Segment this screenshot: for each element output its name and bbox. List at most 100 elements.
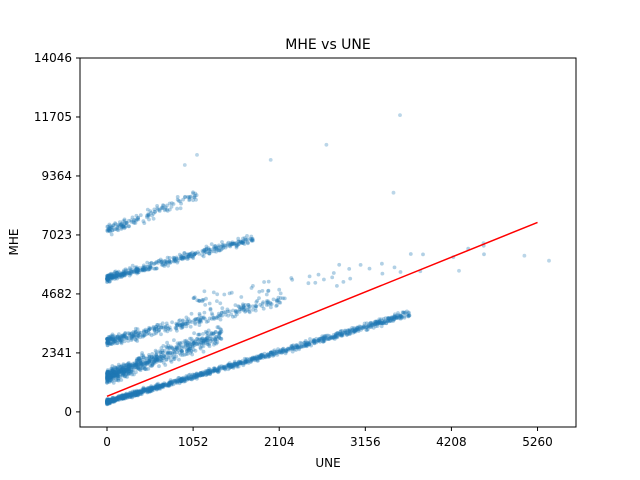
- data-point: [106, 399, 111, 404]
- data-point: [187, 376, 192, 381]
- data-point: [218, 301, 223, 306]
- data-point: [156, 259, 161, 264]
- data-point: [318, 336, 323, 341]
- data-point: [207, 251, 212, 256]
- data-point: [119, 336, 124, 341]
- data-point: [154, 384, 159, 389]
- data-point: [178, 323, 182, 328]
- data-point: [352, 326, 356, 331]
- data-point: [155, 323, 160, 327]
- data-point: [202, 249, 206, 253]
- data-point: [305, 343, 310, 348]
- data-point: [156, 325, 161, 330]
- data-point: [373, 321, 378, 326]
- data-point: [236, 361, 241, 365]
- data-point: [195, 373, 199, 378]
- data-point: [226, 367, 231, 372]
- data-point: [111, 399, 115, 404]
- data-point: [171, 357, 176, 362]
- data-point: [152, 328, 157, 333]
- data-point: [122, 217, 127, 222]
- data-point: [166, 260, 171, 265]
- data-point: [154, 356, 159, 361]
- data-point: [107, 334, 112, 339]
- data-point: [125, 393, 129, 398]
- data-point: [378, 320, 383, 325]
- data-point: [117, 369, 122, 374]
- data-point: [138, 391, 143, 396]
- data-point: [220, 244, 225, 248]
- data-point: [193, 251, 198, 256]
- data-point: [205, 334, 210, 338]
- data-point: [185, 321, 190, 326]
- data-point: [107, 399, 112, 404]
- data-point: [133, 393, 138, 398]
- data-point: [330, 275, 335, 280]
- data-point: [211, 331, 216, 336]
- data-point: [171, 349, 176, 354]
- data-point: [139, 392, 144, 397]
- data-point: [113, 373, 118, 378]
- data-point: [139, 358, 143, 363]
- data-point: [244, 238, 249, 242]
- data-point: [145, 388, 150, 393]
- data-point: [105, 377, 109, 382]
- data-point: [140, 334, 145, 339]
- data-point: [105, 374, 110, 378]
- trend-line-group: [106, 221, 538, 397]
- data-point: [111, 373, 116, 377]
- data-point: [193, 322, 198, 326]
- data-point: [201, 341, 206, 345]
- data-point: [119, 369, 123, 374]
- data-point: [257, 356, 262, 360]
- data-point: [209, 242, 214, 247]
- data-point: [124, 365, 129, 369]
- data-point: [207, 316, 212, 321]
- data-point: [184, 375, 189, 380]
- data-point: [390, 315, 394, 320]
- data-point: [119, 367, 123, 372]
- data-point: [110, 273, 115, 278]
- data-point: [217, 335, 222, 339]
- data-point: [384, 321, 389, 326]
- data-point: [110, 373, 115, 377]
- data-point: [119, 275, 124, 279]
- data-point: [254, 356, 259, 361]
- data-point: [124, 221, 129, 226]
- y-tick-label: 11705: [34, 110, 72, 124]
- data-point: [245, 359, 249, 363]
- data-point: [153, 267, 158, 271]
- data-point: [156, 382, 160, 387]
- data-point: [108, 341, 112, 346]
- data-point: [186, 317, 191, 322]
- data-point: [107, 378, 112, 383]
- data-point: [199, 341, 204, 345]
- data-point: [237, 359, 241, 364]
- data-point: [144, 332, 149, 336]
- data-point: [167, 381, 172, 386]
- data-point: [160, 358, 164, 362]
- data-point: [106, 376, 111, 381]
- data-point: [109, 399, 114, 403]
- data-point: [218, 317, 223, 322]
- data-point: [214, 249, 219, 254]
- data-point: [234, 310, 239, 315]
- data-point: [217, 331, 222, 336]
- data-point: [105, 229, 110, 234]
- data-point: [231, 365, 236, 369]
- data-point: [228, 365, 233, 370]
- data-point: [119, 272, 124, 276]
- data-point: [164, 325, 168, 330]
- data-point: [163, 328, 168, 333]
- data-point: [252, 356, 257, 360]
- data-point: [208, 370, 213, 375]
- data-point: [241, 239, 246, 244]
- data-point: [106, 399, 110, 404]
- data-point: [197, 332, 202, 337]
- data-point: [246, 361, 251, 365]
- data-point: [263, 355, 267, 359]
- data-point: [241, 305, 246, 310]
- data-point: [170, 346, 175, 351]
- data-point: [522, 253, 527, 258]
